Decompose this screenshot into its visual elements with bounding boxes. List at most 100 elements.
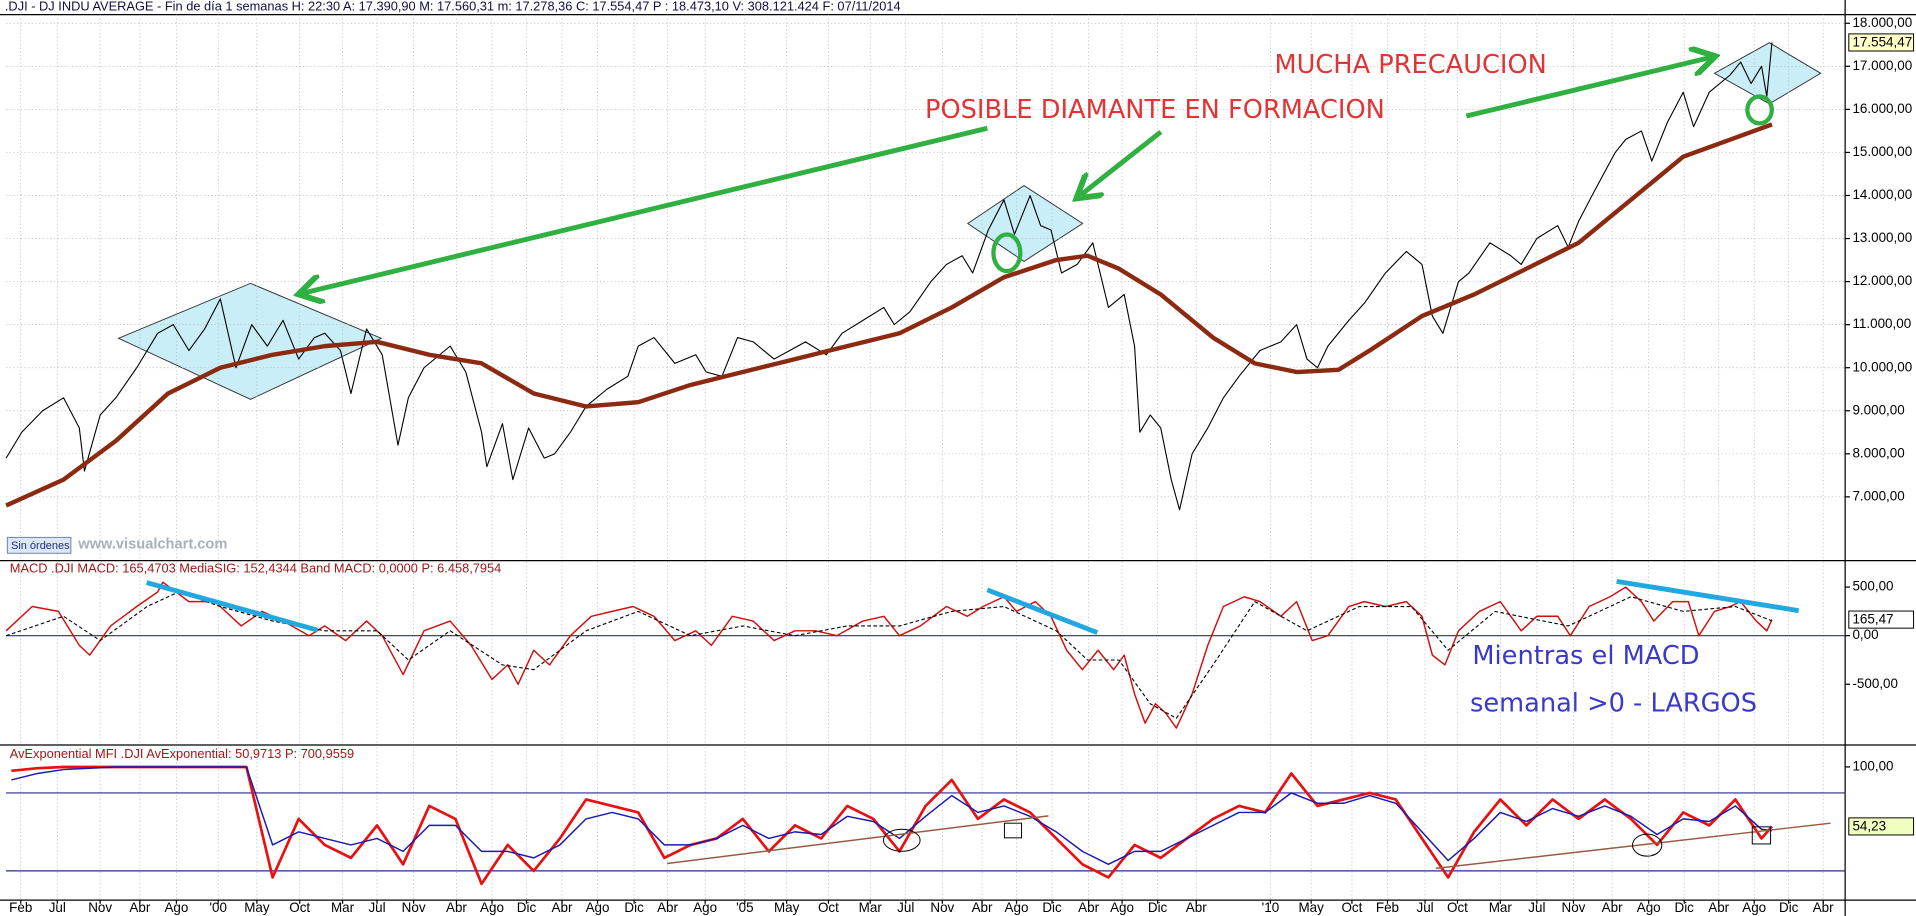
x-tick-label: Nov	[930, 900, 954, 915]
x-tick-label: Jul	[1528, 900, 1545, 915]
panel-title: AvExponential MFI .DJI AvExponential: 50…	[10, 746, 354, 761]
x-tick-label: Abr	[1602, 900, 1623, 915]
annotation: MUCHA PRECAUCION	[1274, 50, 1546, 80]
annotation-shapes: MUCHA PRECAUCION POSIBLE DIAMANTE EN FOR…	[6, 50, 1831, 870]
x-tick-label: Dic	[1779, 900, 1799, 915]
support-line	[1435, 822, 1831, 870]
y-tick-label: 16.000,00	[1852, 101, 1912, 116]
box-mark	[1003, 822, 1023, 839]
x-tick-label: Abr	[1708, 900, 1729, 915]
circle-mark	[1745, 94, 1774, 126]
trend-line	[145, 580, 319, 633]
x-tick-label: Dic	[1042, 900, 1062, 915]
x-tick-label: '05	[736, 900, 754, 915]
x-tick-label: Oct	[1447, 900, 1468, 915]
last-value-label: 54,23	[1852, 819, 1886, 834]
arrow	[1465, 57, 1710, 119]
circle-mark	[882, 828, 921, 852]
panel-title: MACD .DJI MACD: 165,4703 MediaSIG: 152,4…	[10, 561, 502, 576]
x-tick-label: Dic	[624, 900, 644, 915]
x-tick-label: Ago	[1005, 900, 1029, 915]
x-tick-label: Abr	[1186, 900, 1207, 915]
last-value-box	[1848, 817, 1915, 836]
x-tick-label: May	[1299, 900, 1325, 915]
x-tick-label: Ago	[586, 900, 610, 915]
x-tick-label: Abr	[446, 900, 467, 915]
x-tick-label: Jul	[49, 900, 66, 915]
diamond	[1713, 42, 1822, 105]
y-tick-label: 11.000,00	[1852, 316, 1911, 331]
series-line	[11, 766, 1773, 866]
panel-title: .DJI - DJ INDU AVERAGE - Fin de día 1 se…	[5, 0, 901, 14]
x-tick-label: Abr	[129, 900, 150, 915]
x-tick-label: Ago	[693, 900, 717, 915]
y-tick-label: 14.000,00	[1852, 187, 1912, 202]
x-tick-label: Feb	[1376, 900, 1399, 915]
x-tick-label: May	[774, 900, 800, 915]
y-tick-label: 10.000,00	[1852, 359, 1912, 374]
x-tick-label: Ago	[480, 900, 504, 915]
watermark: www.visualchart.com	[77, 537, 227, 553]
support-line	[667, 815, 1049, 865]
trend-line	[986, 587, 1099, 635]
arrow	[1080, 129, 1163, 196]
x-tick-label: Dic	[517, 900, 537, 915]
y-tick-label: 17.000,00	[1852, 58, 1912, 73]
y-tick-label: 18.000,00	[1852, 15, 1912, 30]
x-tick-label: '00	[209, 900, 227, 915]
y-tick-label: 13.000,00	[1852, 230, 1912, 245]
x-tick-label: Nov	[88, 900, 112, 915]
y-tick-label: 8.000,00	[1852, 445, 1904, 460]
last-value-box	[1848, 33, 1915, 52]
y-tick-label: 12.000,00	[1852, 273, 1912, 288]
x-tick-label: Abr	[552, 900, 573, 915]
last-value-label: 17.554,47	[1852, 35, 1912, 50]
circle-mark	[1632, 833, 1663, 857]
annotation: semanal >0 - LARGOS	[1470, 689, 1757, 719]
x-tick-label: Abr	[1078, 900, 1099, 915]
x-tick-label: Ago	[1742, 900, 1766, 915]
x-tick-label: Mar	[859, 900, 883, 915]
y-tick-label: 15.000,00	[1852, 144, 1912, 159]
diamond	[117, 282, 383, 400]
x-tick-label: Oct	[289, 900, 310, 915]
x-tick-label: Ago	[1637, 900, 1661, 915]
status-box	[6, 536, 72, 554]
x-tick-label: Jul	[1416, 900, 1433, 915]
y-tick-label: 500,00	[1852, 579, 1893, 594]
y-tick-label: 100,00	[1852, 758, 1893, 773]
annotation: POSIBLE DIAMANTE EN FORMACION	[925, 95, 1385, 125]
x-tick-label: Jul	[897, 900, 914, 915]
last-value-box	[1848, 610, 1915, 629]
series-line	[5, 122, 1773, 508]
x-tick-label: Nov	[1562, 900, 1586, 915]
x-tick-label: Abr	[657, 900, 678, 915]
x-tick-label: '10	[1262, 900, 1280, 915]
status: Sin órdenes	[11, 540, 70, 552]
x-tick-label: Abr	[972, 900, 993, 915]
x-tick-label: Oct	[1341, 900, 1362, 915]
last-value-label: 165,47	[1852, 612, 1893, 627]
circle-mark	[991, 232, 1023, 274]
x-tick-label: Feb	[9, 900, 32, 915]
x-tick-label: Abr	[1813, 900, 1834, 915]
x-tick-label: Dic	[1675, 900, 1695, 915]
trend-line	[1616, 578, 1800, 614]
x-tick-label: Nov	[402, 900, 426, 915]
annotation: Mientras el MACD	[1472, 641, 1699, 671]
x-tick-label: May	[244, 900, 270, 915]
y-tick-label: 9.000,00	[1852, 402, 1904, 417]
x-tick-label: Ago	[164, 900, 188, 915]
x-tick-label: Jul	[368, 900, 385, 915]
y-tick-label: 7.000,00	[1852, 488, 1904, 503]
x-tick-label: Mar	[331, 900, 355, 915]
x-tick-label: Mar	[1489, 900, 1513, 915]
x-tick-label: Dic	[1148, 900, 1168, 915]
x-tick-label: Oct	[818, 900, 839, 915]
series-line	[5, 42, 1773, 511]
x-tick-label: Ago	[1110, 900, 1134, 915]
